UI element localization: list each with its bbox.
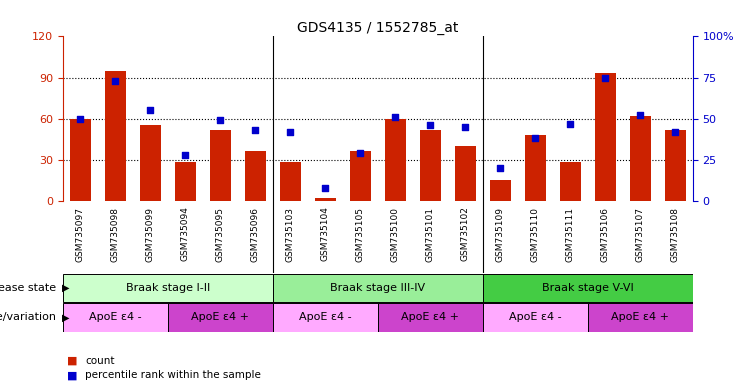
Text: count: count <box>85 356 115 366</box>
Bar <box>168 303 273 331</box>
Text: GSM735107: GSM735107 <box>636 207 645 262</box>
Text: ■: ■ <box>67 356 77 366</box>
Point <box>250 127 262 133</box>
Bar <box>665 129 686 201</box>
Point <box>390 114 402 120</box>
Text: genotype/variation: genotype/variation <box>0 312 59 323</box>
Text: ▶: ▶ <box>62 312 70 323</box>
Point <box>565 121 576 127</box>
Text: GSM735098: GSM735098 <box>111 207 120 262</box>
Text: GSM735096: GSM735096 <box>251 207 260 262</box>
Bar <box>63 303 168 331</box>
Point <box>319 185 331 191</box>
Bar <box>560 162 581 201</box>
Text: GSM735111: GSM735111 <box>566 207 575 262</box>
Bar <box>483 303 588 331</box>
Point <box>599 74 611 81</box>
Bar <box>210 129 231 201</box>
Bar <box>483 274 693 302</box>
Title: GDS4135 / 1552785_at: GDS4135 / 1552785_at <box>297 22 459 35</box>
Point <box>75 116 87 122</box>
Bar <box>245 151 266 201</box>
Point <box>110 78 122 84</box>
Point <box>459 124 471 130</box>
Bar <box>595 73 616 201</box>
Bar <box>273 274 483 302</box>
Text: GSM735103: GSM735103 <box>286 207 295 262</box>
Bar <box>350 151 371 201</box>
Text: Braak stage V-VI: Braak stage V-VI <box>542 283 634 293</box>
Point <box>669 129 681 135</box>
Text: disease state: disease state <box>0 283 59 293</box>
Bar <box>280 162 301 201</box>
Text: ApoE ε4 +: ApoE ε4 + <box>611 312 669 323</box>
Bar <box>455 146 476 201</box>
Text: ApoE ε4 +: ApoE ε4 + <box>402 312 459 323</box>
Point <box>529 135 541 141</box>
Text: GSM735105: GSM735105 <box>356 207 365 262</box>
Point <box>494 165 506 171</box>
Point <box>354 150 366 156</box>
Bar <box>175 162 196 201</box>
Bar <box>140 126 161 201</box>
Bar <box>315 198 336 201</box>
Text: ApoE ε4 -: ApoE ε4 - <box>509 312 562 323</box>
Bar <box>490 180 511 201</box>
Bar <box>70 119 91 201</box>
Text: GSM735109: GSM735109 <box>496 207 505 262</box>
Bar <box>588 303 693 331</box>
Text: GSM735110: GSM735110 <box>531 207 540 262</box>
Text: GSM735106: GSM735106 <box>601 207 610 262</box>
Text: percentile rank within the sample: percentile rank within the sample <box>85 370 261 380</box>
Bar <box>525 135 546 201</box>
Text: ▶: ▶ <box>62 283 70 293</box>
Bar <box>385 119 406 201</box>
Bar <box>630 116 651 201</box>
Text: GSM735097: GSM735097 <box>76 207 85 262</box>
Point <box>285 129 296 135</box>
Text: GSM735095: GSM735095 <box>216 207 225 262</box>
Point <box>634 112 646 118</box>
Text: ApoE ε4 +: ApoE ε4 + <box>191 312 250 323</box>
Text: GSM735101: GSM735101 <box>426 207 435 262</box>
Point <box>215 117 227 123</box>
Text: GSM735104: GSM735104 <box>321 207 330 262</box>
Bar <box>420 129 441 201</box>
Text: GSM735102: GSM735102 <box>461 207 470 262</box>
Text: GSM735099: GSM735099 <box>146 207 155 262</box>
Bar <box>105 71 126 201</box>
Bar <box>63 274 273 302</box>
Text: ■: ■ <box>67 370 77 380</box>
Point <box>144 107 156 114</box>
Text: Braak stage III-IV: Braak stage III-IV <box>330 283 425 293</box>
Text: GSM735100: GSM735100 <box>391 207 400 262</box>
Text: Braak stage I-II: Braak stage I-II <box>126 283 210 293</box>
Bar <box>273 303 378 331</box>
Text: GSM735108: GSM735108 <box>671 207 679 262</box>
Bar <box>378 303 483 331</box>
Point <box>179 152 191 158</box>
Text: ApoE ε4 -: ApoE ε4 - <box>299 312 352 323</box>
Text: GSM735094: GSM735094 <box>181 207 190 262</box>
Point <box>425 122 436 128</box>
Text: ApoE ε4 -: ApoE ε4 - <box>89 312 142 323</box>
